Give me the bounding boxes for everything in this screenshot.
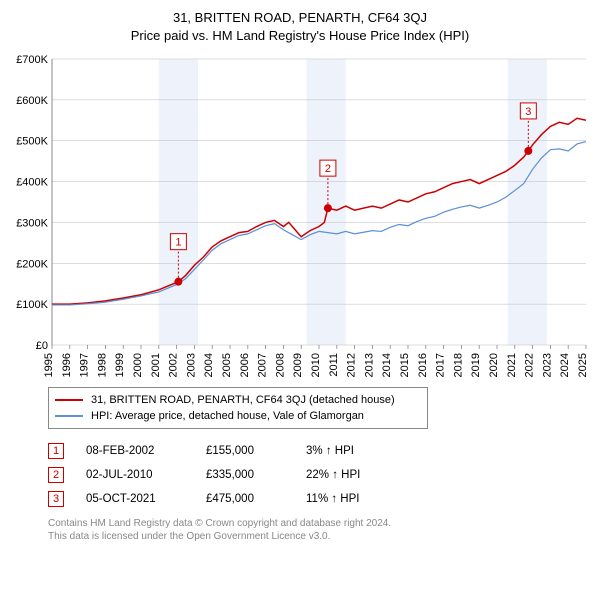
svg-text:1999: 1999 — [114, 353, 126, 377]
footer-line: This data is licensed under the Open Gov… — [48, 530, 590, 543]
svg-text:2016: 2016 — [417, 353, 429, 377]
sale-pct: 22% ↑ HPI — [306, 469, 426, 481]
legend-item: 31, BRITTEN ROAD, PENARTH, CF64 3QJ (det… — [55, 392, 421, 408]
title-main: 31, BRITTEN ROAD, PENARTH, CF64 3QJ — [10, 10, 590, 25]
svg-text:2025: 2025 — [577, 353, 589, 377]
svg-text:£200K: £200K — [16, 258, 48, 270]
svg-text:2022: 2022 — [524, 353, 536, 377]
svg-text:£600K: £600K — [16, 95, 48, 107]
svg-text:2013: 2013 — [363, 353, 375, 377]
svg-text:2005: 2005 — [221, 353, 233, 377]
svg-text:2017: 2017 — [435, 353, 447, 377]
sale-pct: 3% ↑ HPI — [306, 445, 426, 457]
svg-text:2: 2 — [325, 163, 331, 175]
svg-text:2014: 2014 — [381, 353, 393, 377]
svg-text:2020: 2020 — [488, 353, 500, 377]
chart-container: 31, BRITTEN ROAD, PENARTH, CF64 3QJ Pric… — [0, 0, 600, 549]
svg-text:2009: 2009 — [292, 353, 304, 377]
footer: Contains HM Land Registry data © Crown c… — [48, 517, 590, 543]
svg-text:1998: 1998 — [96, 353, 108, 377]
svg-text:2023: 2023 — [541, 353, 553, 377]
sale-price: £335,000 — [206, 469, 306, 481]
title-block: 31, BRITTEN ROAD, PENARTH, CF64 3QJ Pric… — [10, 10, 590, 43]
legend-swatch — [55, 399, 83, 401]
title-sub: Price paid vs. HM Land Registry's House … — [10, 28, 590, 43]
sale-marker-box: 3 — [48, 491, 64, 507]
svg-text:2008: 2008 — [274, 353, 286, 377]
svg-text:2011: 2011 — [328, 353, 340, 377]
svg-text:2010: 2010 — [310, 353, 322, 377]
svg-text:1996: 1996 — [61, 353, 73, 377]
svg-text:2018: 2018 — [452, 353, 464, 377]
svg-text:3: 3 — [525, 106, 531, 118]
svg-text:1995: 1995 — [43, 353, 55, 377]
legend-label: 31, BRITTEN ROAD, PENARTH, CF64 3QJ (det… — [91, 392, 395, 408]
svg-text:2003: 2003 — [185, 353, 197, 377]
sale-date: 05-OCT-2021 — [86, 493, 206, 505]
svg-text:2019: 2019 — [470, 353, 482, 377]
svg-text:£300K: £300K — [16, 217, 48, 229]
sales-table: 1 08-FEB-2002 £155,000 3% ↑ HPI 2 02-JUL… — [48, 439, 590, 511]
svg-text:2012: 2012 — [346, 353, 358, 377]
chart-area: £0 £100K £200K £300K £400K £500K £600K £700K 199… — [10, 51, 590, 381]
sale-price: £475,000 — [206, 493, 306, 505]
sale-date: 02-JUL-2010 — [86, 469, 206, 481]
sale-row: 1 08-FEB-2002 £155,000 3% ↑ HPI — [48, 439, 590, 463]
svg-text:2000: 2000 — [132, 353, 144, 377]
svg-text:£700K: £700K — [16, 54, 48, 66]
legend-label: HPI: Average price, detached house, Vale… — [91, 408, 364, 424]
legend: 31, BRITTEN ROAD, PENARTH, CF64 3QJ (det… — [48, 387, 428, 429]
svg-text:2021: 2021 — [506, 353, 518, 377]
svg-text:2002: 2002 — [168, 353, 180, 377]
svg-text:2006: 2006 — [239, 353, 251, 377]
svg-text:2004: 2004 — [203, 353, 215, 377]
svg-text:£0: £0 — [36, 340, 48, 352]
sale-date: 08-FEB-2002 — [86, 445, 206, 457]
sale-price: £155,000 — [206, 445, 306, 457]
sale-marker-box: 2 — [48, 467, 64, 483]
chart-svg: £0 £100K £200K £300K £400K £500K £600K £700K 199… — [10, 51, 590, 381]
sale-row: 2 02-JUL-2010 £335,000 22% ↑ HPI — [48, 463, 590, 487]
legend-item: HPI: Average price, detached house, Vale… — [55, 408, 421, 424]
svg-text:2015: 2015 — [399, 353, 411, 377]
svg-text:£100K: £100K — [16, 299, 48, 311]
svg-text:1997: 1997 — [79, 353, 91, 377]
svg-text:£500K: £500K — [16, 136, 48, 148]
svg-text:1: 1 — [175, 237, 181, 249]
svg-text:2024: 2024 — [559, 353, 571, 377]
sale-row: 3 05-OCT-2021 £475,000 11% ↑ HPI — [48, 487, 590, 511]
legend-swatch — [55, 415, 83, 417]
svg-text:2001: 2001 — [150, 353, 162, 377]
footer-line: Contains HM Land Registry data © Crown c… — [48, 517, 590, 530]
svg-text:£400K: £400K — [16, 177, 48, 189]
sale-pct: 11% ↑ HPI — [306, 493, 426, 505]
svg-text:2007: 2007 — [257, 353, 269, 377]
sale-marker-box: 1 — [48, 443, 64, 459]
